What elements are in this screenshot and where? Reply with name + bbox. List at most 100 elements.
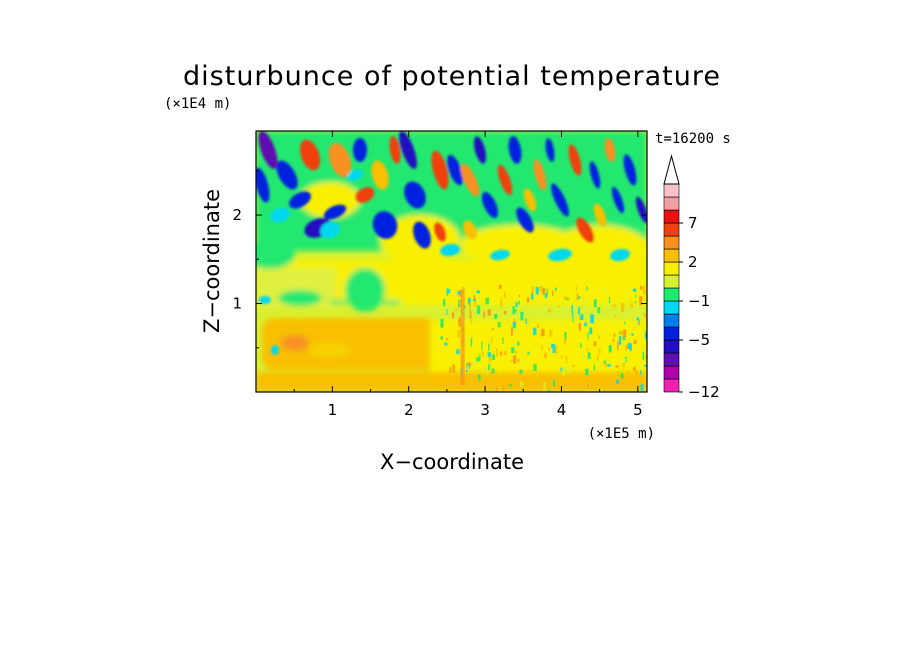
colorbar-label: 7	[688, 214, 698, 232]
field-speckle	[616, 380, 619, 384]
field-speckle	[564, 332, 567, 341]
field-lobe	[431, 150, 449, 190]
field-speckle	[633, 366, 636, 372]
field-speckle	[446, 288, 449, 296]
field-speckle	[444, 342, 448, 346]
field-speckle	[493, 351, 495, 355]
field-speckle	[476, 305, 481, 315]
field-speckle	[640, 384, 644, 391]
field-speckle	[491, 336, 493, 344]
field-speckle	[564, 288, 566, 292]
field-speckle	[517, 359, 520, 363]
field-lobe	[623, 154, 637, 186]
field-speckle	[477, 290, 480, 294]
field-speckle	[585, 368, 589, 376]
field-speckle	[587, 352, 591, 359]
y-axis: 12	[232, 170, 647, 349]
field-speckle	[555, 345, 558, 354]
field-speckle	[482, 351, 484, 357]
field-speckle	[470, 320, 473, 323]
field-speckle	[539, 286, 543, 293]
field-speckle	[469, 311, 472, 320]
field-lobe	[551, 183, 569, 217]
field-speckle	[639, 296, 643, 306]
field-speckle	[470, 389, 474, 392]
field-speckle	[553, 380, 556, 387]
y-tick-label: 1	[232, 295, 242, 313]
field-speckle	[557, 304, 560, 308]
field-speckle	[577, 383, 579, 391]
field-speckle	[561, 355, 563, 358]
field-speckle	[533, 327, 537, 336]
field-speckle	[500, 298, 502, 303]
field-speckle	[526, 297, 530, 303]
field-speckle	[443, 298, 446, 307]
field-speckle	[481, 341, 483, 351]
field-speckle	[504, 350, 507, 356]
colorbar: −12−5−127	[663, 154, 720, 401]
field-speckle	[563, 337, 566, 344]
field-lobe	[389, 136, 401, 164]
x-tick-label: 4	[557, 401, 567, 419]
field-speckle	[590, 314, 593, 324]
field-speckle	[575, 305, 579, 314]
field-speckle	[513, 355, 517, 364]
field-speckle	[608, 345, 612, 353]
field-lobe	[447, 154, 463, 186]
field-speckle	[593, 364, 596, 371]
field-speckle	[587, 331, 589, 340]
field-speckle	[604, 286, 607, 295]
field-speckle	[597, 354, 599, 361]
field-speckle	[489, 362, 492, 371]
field-speckle	[578, 323, 581, 331]
field-lobe	[371, 160, 389, 190]
field-speckle	[457, 329, 460, 338]
field-lobe	[355, 187, 375, 203]
field-speckle	[591, 314, 595, 324]
field-speckle	[458, 317, 461, 327]
colorbar-extend-arrow	[663, 154, 680, 185]
field-lobe	[473, 136, 487, 164]
field-speckle	[451, 312, 455, 319]
field-speckle	[526, 318, 530, 327]
field-speckle	[590, 329, 593, 333]
field-speckle	[503, 311, 507, 315]
field-speckle	[639, 285, 643, 290]
field-speckle	[488, 356, 492, 363]
field-lobe	[413, 221, 431, 249]
field-speckle	[537, 324, 539, 328]
field-speckle	[604, 363, 608, 367]
field-speckle	[586, 286, 588, 291]
field-speckle	[609, 296, 611, 304]
field-lobe	[481, 192, 499, 218]
x-tick-label: 1	[328, 401, 338, 419]
field-speckle	[620, 330, 624, 335]
field-speckle	[582, 352, 585, 361]
field-speckle	[512, 306, 515, 315]
field-speckle	[502, 337, 504, 344]
x-axis: 1 2 3 4 5	[293, 131, 643, 419]
field-lobe	[258, 131, 278, 169]
field-speckle	[490, 371, 493, 377]
field-lobe	[270, 207, 290, 223]
field-lobe	[604, 138, 616, 162]
field-speckle	[632, 288, 637, 292]
field-speckle	[567, 365, 570, 374]
field-lobe	[533, 159, 547, 191]
field-speckle	[473, 295, 476, 301]
field-speckle	[456, 349, 460, 355]
field-speckle	[636, 320, 639, 328]
field-lobe	[347, 169, 363, 181]
field-lobe	[320, 221, 340, 239]
field-speckle	[635, 370, 637, 375]
field-speckle	[629, 297, 633, 300]
x-tick-label: 2	[404, 401, 414, 419]
field-speckle	[491, 354, 496, 360]
field-lobe	[299, 139, 321, 171]
field-speckle	[622, 362, 625, 368]
field-speckle	[643, 313, 647, 318]
field-speckle	[548, 347, 551, 351]
field-lobe	[548, 248, 572, 262]
colorbar-segment	[663, 352, 680, 367]
field-speckle	[575, 285, 577, 290]
